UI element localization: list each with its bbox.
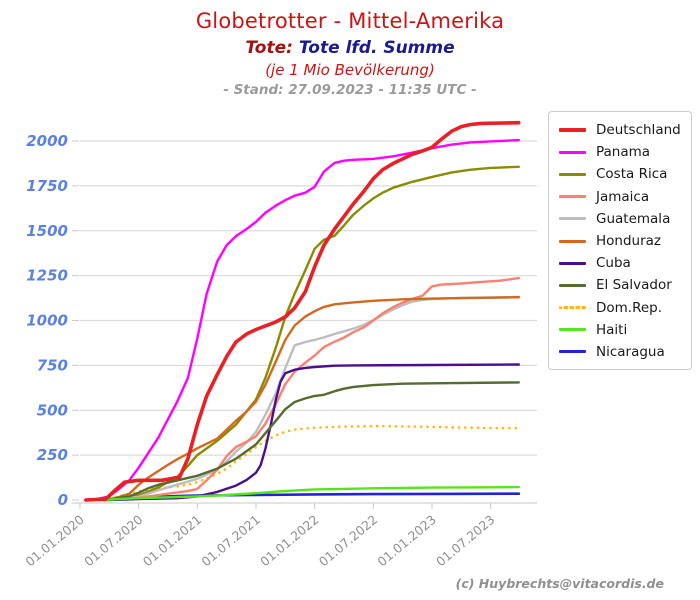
subtitle-value: Tote lfd. Summe [298, 38, 455, 58]
legend-item-label: Deutschland [596, 122, 681, 139]
legend-item-dom-rep: Dom.Rep. [549, 297, 691, 319]
legend-item-haiti: Haiti [549, 319, 691, 341]
series-line-dom-rep [102, 424, 521, 502]
x-tick-label: 01.07.2022 [316, 512, 380, 570]
legend-line-swatch [559, 283, 586, 287]
y-tick-label: 2000 [26, 132, 68, 150]
legend-line-swatch [559, 306, 586, 310]
y-tick-label: 1750 [26, 177, 68, 195]
y-tick-label: 500 [37, 401, 68, 419]
legend-item-cuba: Cuba [549, 252, 691, 274]
legend-line-swatch [559, 239, 586, 243]
page-title: Globetrotter - Mittel-Amerika [195, 9, 505, 33]
series-line-deutschland [84, 120, 521, 502]
subtitle-label: Tote: [245, 38, 293, 58]
legend-line-swatch [559, 328, 586, 332]
legend-line-swatch [559, 150, 586, 154]
legend-line-swatch [559, 217, 586, 221]
legend-line-swatch [559, 350, 586, 354]
y-tick-label: 250 [37, 446, 68, 464]
x-tick-label: 01.07.2020 [81, 512, 146, 570]
legend-item-label: Honduraz [596, 233, 662, 250]
x-tick-label: 01.01.2022 [257, 512, 321, 570]
series-line-jamaica [102, 276, 520, 502]
x-tick-label: 01.01.2023 [374, 512, 438, 570]
legend-line-swatch [559, 172, 586, 176]
legend-item-deutschland: Deutschland [549, 119, 691, 141]
legend-item-honduraz: Honduraz [549, 230, 691, 252]
series-line-el-salvador [102, 381, 520, 502]
legend-item-label: Costa Rica [596, 166, 668, 183]
legend-item-nicaragua: Nicaragua [549, 341, 691, 363]
series-line-guatemala [108, 295, 520, 502]
series-line-costa-rica [102, 165, 520, 502]
legend-line-swatch [559, 195, 586, 199]
x-tick-label: 01.07.2021 [198, 512, 262, 570]
series-line-honduraz [108, 296, 520, 502]
legend-item-jamaica: Jamaica [549, 186, 691, 208]
chart-header: Globetrotter - Mittel-Amerika Tote: Tote … [0, 0, 700, 98]
legend-item-guatemala: Guatemala [549, 208, 691, 230]
series-line-haiti [102, 485, 520, 502]
series-line-panama [90, 138, 520, 502]
legend: Deutschland Panama Costa Rica Jamaica Guatem… [548, 111, 692, 371]
legend-item-label: Cuba [596, 255, 631, 272]
y-tick-label: 750 [37, 356, 68, 374]
legend-item-label: Guatemala [596, 210, 671, 227]
legend-item-label: Haiti [596, 321, 628, 338]
legend-item-panama: Panama [549, 141, 691, 163]
legend-item-label: Panama [596, 144, 651, 161]
y-tick-label: 0 [58, 491, 68, 509]
timestamp-line: - Stand: 27.09.2023 - 11:35 UTC - [223, 82, 477, 98]
per-capita-note: (je 1 Mio Bevölkerung) [265, 61, 435, 79]
legend-line-swatch [559, 128, 586, 133]
x-tick-label: 01.07.2023 [433, 512, 497, 570]
legend-line-swatch [559, 261, 586, 265]
legend-item-label: Jamaica [596, 188, 650, 205]
x-tick-label: 01.01.2021 [140, 512, 204, 570]
x-tick-label: 01.01.2020 [22, 512, 87, 570]
legend-item-costa-rica: Costa Rica [549, 163, 691, 185]
legend-item-el-salvador: El Salvador [549, 274, 691, 296]
copyright: (c) Huybrechts@vitacordis.de [455, 576, 664, 591]
chart-subtitle: Tote: Tote lfd. Summe [0, 38, 700, 58]
y-tick-label: 1000 [26, 312, 68, 330]
y-tick-label: 1500 [26, 222, 68, 240]
legend-item-label: Nicaragua [596, 343, 665, 360]
y-tick-label: 1250 [26, 267, 68, 285]
legend-item-label: Dom.Rep. [596, 299, 663, 316]
legend-item-label: El Salvador [596, 277, 672, 294]
